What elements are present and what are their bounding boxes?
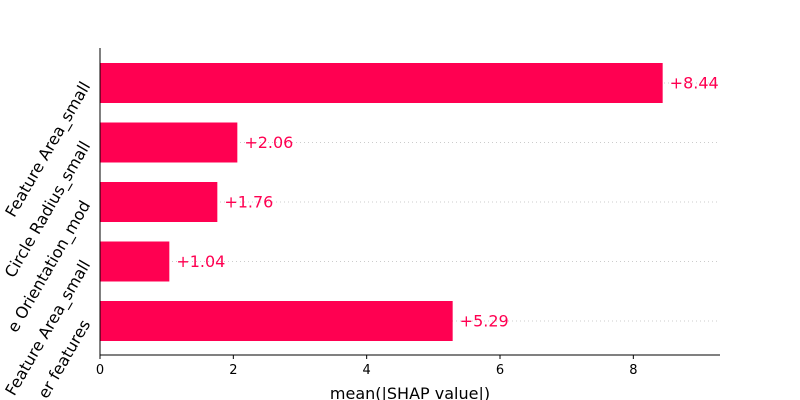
bars [100, 63, 663, 341]
x-tick-label: 0 [96, 363, 104, 378]
bar [100, 122, 238, 163]
value-labels: +8.44 +2.06 +1.76 +1.04 +5.29 [176, 74, 718, 331]
bar-value-label: +1.76 [224, 193, 273, 212]
bar [100, 182, 218, 222]
bar-value-label: +1.04 [176, 252, 225, 271]
bar-value-label: +2.06 [244, 133, 293, 152]
bar-value-label: +5.29 [460, 312, 509, 331]
bar [100, 301, 453, 341]
x-tick-label: 6 [496, 363, 504, 378]
x-tick-label: 4 [363, 363, 371, 378]
x-ticks: 0 2 4 6 8 [96, 355, 637, 378]
bar-value-label: +8.44 [670, 74, 719, 93]
bar [100, 63, 663, 103]
x-axis-label: mean(|SHAP value|) [330, 384, 490, 400]
x-tick-label: 8 [629, 363, 637, 378]
x-tick-label: 2 [229, 363, 237, 378]
bar [100, 241, 170, 282]
